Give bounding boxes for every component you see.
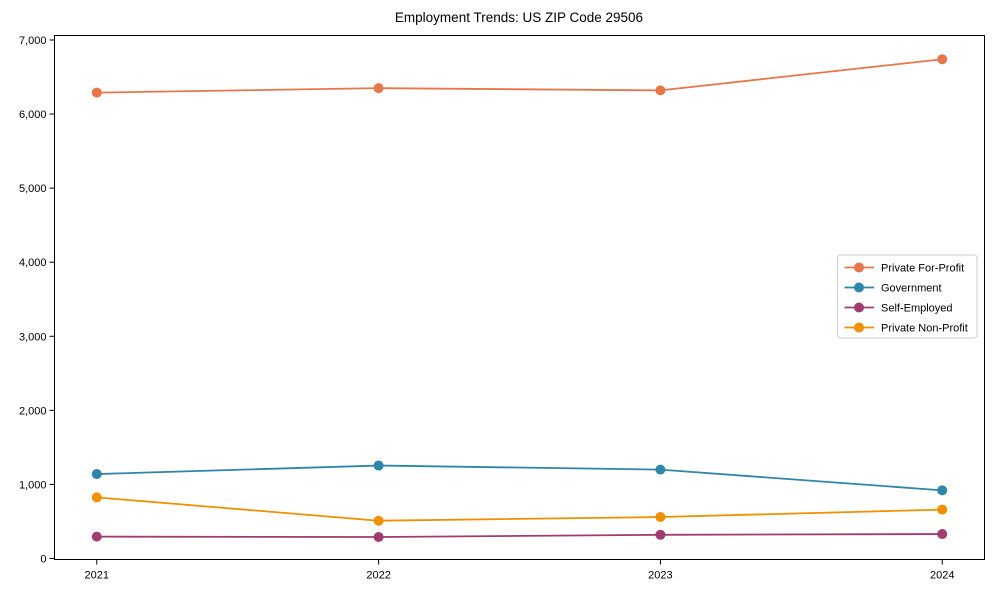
x-tick-label: 2024 [930,570,954,582]
legend-label-private-non-profit: Private Non-Profit [881,323,968,335]
legend-label-private-for-profit: Private For-Profit [881,263,964,275]
y-tick-label: 6,000 [19,109,47,121]
data-point-self-employed [373,532,384,543]
data-point-government [373,460,384,471]
legend-label-government: Government [881,283,942,295]
y-tick-label: 2,000 [19,405,47,417]
data-point-private-non-profit [655,512,666,523]
legend-box [837,254,978,339]
series-line-self-employed [96,533,943,538]
series-line-private-for-profit [96,58,943,94]
y-tick-label: 0 [40,554,46,566]
x-tick-label: 2021 [85,570,109,582]
x-tick-label: 2023 [648,570,672,582]
data-point-self-employed [91,531,102,542]
data-point-self-employed [937,529,948,540]
data-point-government [655,464,666,475]
legend-marker-private-for-profit [854,262,864,273]
y-tick-label: 5,000 [19,183,47,195]
data-point-private-non-profit [937,504,948,515]
data-point-private-non-profit [91,492,102,503]
data-point-government [91,469,102,480]
x-tick-label: 2022 [366,570,390,582]
axes-box [54,35,985,560]
legend-label-self-employed: Self-Employed [881,303,953,315]
y-tick-label: 1,000 [19,479,47,491]
legend-marker-self-employed [854,302,864,313]
chart-title: Employment Trends: US ZIP Code 29506 [394,10,644,25]
data-point-private-for-profit [91,87,102,98]
legend-marker-private-non-profit [854,322,864,333]
series-line-private-non-profit [96,496,943,522]
data-point-self-employed [655,529,666,540]
data-point-private-for-profit [937,54,948,65]
data-point-private-for-profit [373,83,384,94]
data-point-private-non-profit [373,515,384,526]
series-line-government [96,464,943,492]
data-point-private-for-profit [655,85,666,96]
y-tick-label: 3,000 [19,331,47,343]
legend-marker-government [854,282,864,293]
y-tick-label: 4,000 [19,257,47,269]
y-tick-label: 7,000 [19,35,47,47]
data-point-government [937,485,948,496]
